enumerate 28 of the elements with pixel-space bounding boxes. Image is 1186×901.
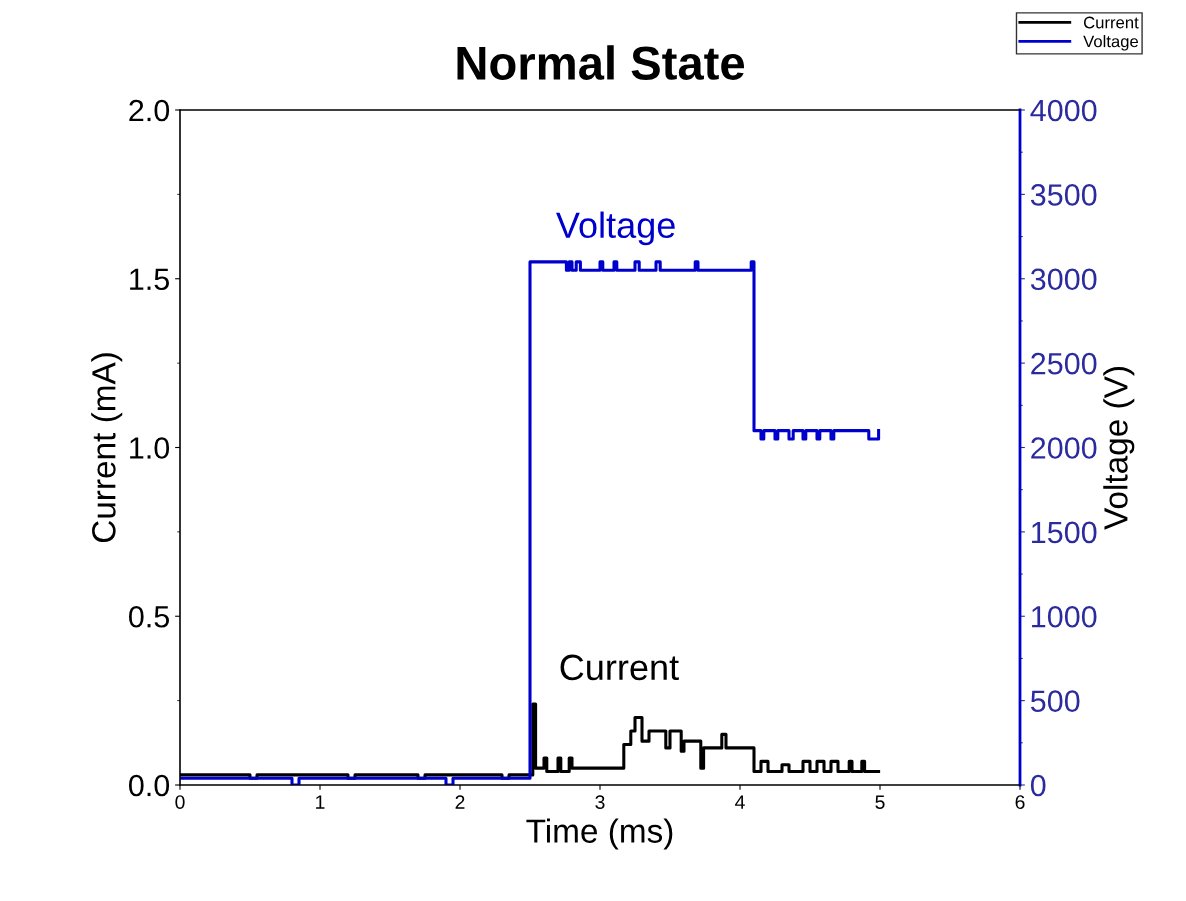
y-tick-label: 1.0 — [130, 437, 170, 459]
y2-axis-title: Voltage (V) — [1103, 367, 1135, 530]
y-tick-label: 0.5 — [129, 605, 169, 628]
chart-title: Normal State — [457, 45, 745, 80]
x-tick-label: 0 — [175, 795, 185, 809]
annotation: Voltage — [556, 211, 675, 246]
y2-tick-label: 1000 — [1032, 605, 1097, 628]
x-tick-label: 3 — [595, 795, 605, 809]
y2-tick-label: 2000 — [1031, 437, 1097, 459]
y2-tick-label: 1500 — [1032, 521, 1097, 544]
x-tick-label: 5 — [875, 795, 885, 809]
y2-tick-label: 3000 — [1030, 268, 1097, 291]
x-tick-label: 1 — [316, 795, 325, 809]
legend-label: Voltage — [1083, 35, 1139, 51]
y-tick-label: 0.0 — [129, 774, 170, 797]
y-tick-label: 2.0 — [129, 99, 170, 122]
legend-label: Current — [1083, 16, 1139, 29]
y2-tick-label: 3500 — [1030, 184, 1097, 206]
x-tick-label: 2 — [455, 795, 465, 809]
y2-tick-label: 4000 — [1030, 99, 1097, 122]
y-tick-label: 1.5 — [130, 268, 169, 291]
x-tick-label: 4 — [735, 795, 745, 809]
x-tick-label: 6 — [1015, 795, 1025, 809]
y-axis-title: Current (mA) — [91, 353, 123, 543]
y2-tick-label: 2500 — [1031, 352, 1097, 375]
annotation: Current — [560, 654, 679, 681]
x-axis-title: Time (ms) — [526, 818, 673, 850]
y2-tick-label: 500 — [1030, 690, 1080, 712]
